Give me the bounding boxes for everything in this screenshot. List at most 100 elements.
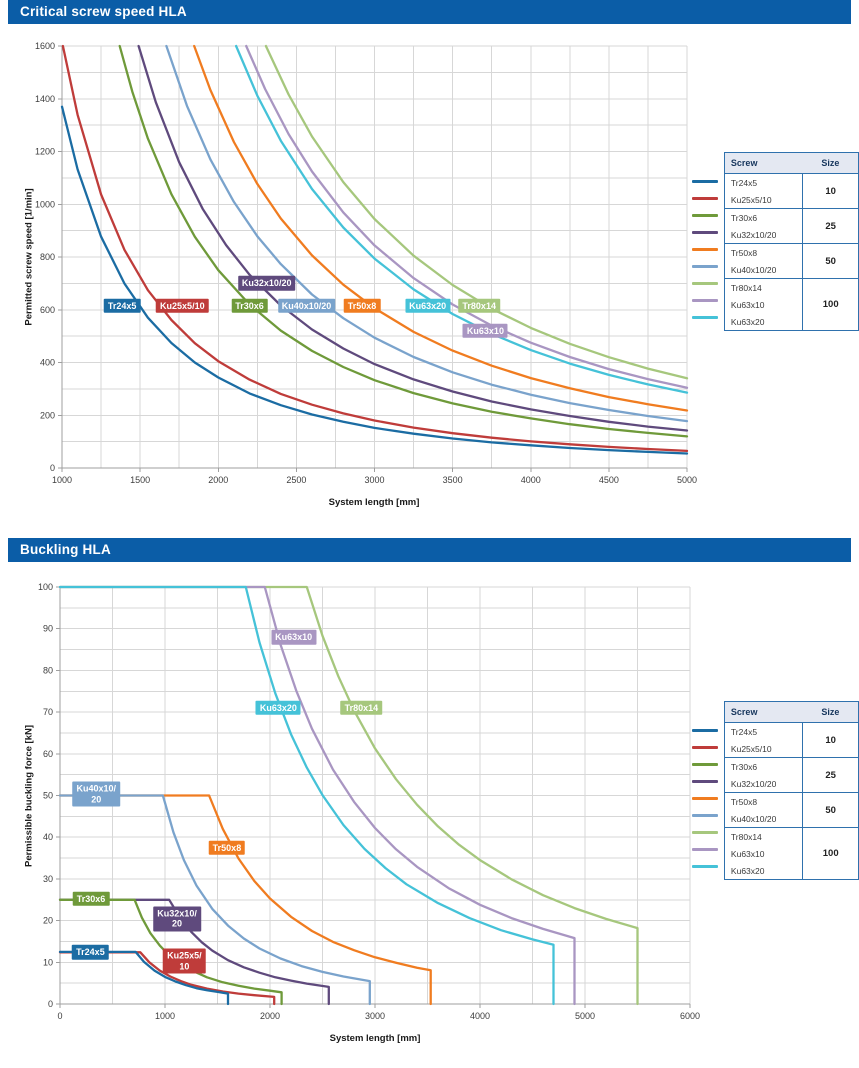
legend-row-Ku32x10/20: Ku32x10/20 (724, 226, 858, 244)
legend-swatch-row (692, 258, 724, 275)
series-line-Tr30x6 (118, 44, 689, 438)
series-line-Tr24x5 (60, 105, 689, 455)
critical-screw-speed-chart: 1000 1500 2000 2500 3000 3500 4000 4500 5000 0 200… (35, 41, 697, 485)
legend-swatch-Tr80x14 (692, 831, 718, 834)
legend-size-50: 50 (802, 792, 859, 828)
series-line-Ku63x20 (234, 44, 689, 394)
legend-row-Ku63x20: Ku63x20 (724, 313, 858, 331)
legend-swatch-row (692, 807, 724, 824)
section-title: Buckling HLA (20, 542, 111, 557)
legend-swatch-row (692, 773, 724, 790)
y-axis-title: Permissible buckling force [kN] (23, 724, 35, 868)
legend-header-size: Size (802, 701, 859, 723)
legend-critical-screw-speed: Screw Size Tr24x5 10 Ku25x5/10 Tr30x6 25 Ku32x1… (692, 152, 859, 331)
x-tick-label: 4000 (521, 475, 541, 485)
legend-swatch-row (692, 309, 724, 326)
legend-swatch-column (692, 701, 724, 880)
x-tick-label: 3000 (364, 475, 384, 485)
section-buckling: Buckling HLA 0 1000 2000 3000 4000 5000 6000 0 1… (0, 533, 859, 1068)
series-line-Ku40x10/20 (165, 44, 689, 423)
section-header-bar: Critical screw speed HLA (8, 0, 851, 24)
x-tick-label: 0 (57, 1011, 62, 1021)
legend-swatch-Tr24x5 (692, 180, 718, 183)
y-tick-label: 600 (40, 305, 55, 315)
x-tick-label: 1000 (155, 1011, 175, 1021)
y-tick-label: 100 (38, 582, 53, 592)
legend-label-Tr24x5: Tr24x5 (724, 173, 803, 191)
y-axis-title: Permitted screw speed [1/min] (23, 188, 35, 326)
legend-size-25: 25 (802, 208, 859, 244)
y-tick-label: 1400 (35, 94, 55, 104)
legend-swatch-Ku40x10/20 (692, 814, 718, 817)
series-line-Ku63x20 (58, 585, 555, 1006)
y-tick-label: 30 (43, 874, 53, 884)
y-tick-label: 60 (43, 749, 53, 759)
legend-row-Ku40x10/20: Ku40x10/20 (724, 810, 858, 828)
y-tick-label: 1200 (35, 147, 55, 157)
legend-header-size: Size (802, 152, 859, 174)
y-tick-label: 0 (48, 999, 53, 1009)
y-tick-label: 1600 (35, 41, 55, 51)
legend-row-Ku63x20: Ku63x20 (724, 862, 858, 880)
x-tick-label: 1500 (130, 475, 150, 485)
legend-label-Ku40x10/20: Ku40x10/20 (730, 264, 777, 275)
x-tick-label: 4500 (599, 475, 619, 485)
y-tick-label: 50 (43, 791, 53, 801)
legend-label-Ku40x10/20: Ku40x10/20 (730, 813, 777, 824)
legend-swatch-Tr30x6 (692, 214, 718, 217)
legend-swatch-Ku32x10/20 (692, 780, 718, 783)
legend-label-Tr50x8: Tr50x8 (724, 792, 803, 810)
y-tick-label: 0 (50, 463, 55, 473)
y-tick-label: 800 (40, 252, 55, 262)
legend-label-Ku25x5/10: Ku25x5/10 (730, 743, 772, 754)
legend-header-screw: Screw (724, 152, 803, 174)
section-header-bar: Buckling HLA (8, 538, 851, 562)
x-tick-label: 2500 (286, 475, 306, 485)
y-tick-label: 20 (43, 916, 53, 926)
legend-label-Ku25x5/10: Ku25x5/10 (730, 194, 772, 205)
legend-label-Ku32x10/20: Ku32x10/20 (730, 229, 777, 240)
legend-swatch-Ku63x10 (692, 848, 718, 851)
legend-size-10: 10 (802, 722, 859, 758)
y-tick-label: 80 (43, 665, 53, 675)
y-tick-label: 70 (43, 707, 53, 717)
series-line-Ku25x5/10 (61, 44, 689, 453)
legend-swatch-row (692, 241, 724, 258)
legend-row-Ku40x10/20: Ku40x10/20 (724, 261, 858, 279)
y-tick-label: 1000 (35, 199, 55, 209)
legend-size-25: 25 (802, 757, 859, 793)
legend-swatch-column (692, 152, 724, 331)
legend-row-Tr24x5: Tr24x5 10 (724, 173, 859, 209)
series-line-Ku25x5/10 (58, 951, 276, 1006)
legend-swatch-Tr50x8 (692, 248, 718, 251)
legend-size-50: 50 (802, 243, 859, 279)
series-line-Ku40x10/20 (58, 794, 371, 1006)
legend-row-Tr80x14: Tr80x14 100 (724, 827, 859, 880)
legend-swatch-Ku63x20 (692, 865, 718, 868)
legend-swatch-row (692, 739, 724, 756)
y-tick-label: 10 (43, 957, 53, 967)
y-tick-label: 400 (40, 358, 55, 368)
legend-swatch-row (692, 224, 724, 241)
series-line-Ku63x10 (58, 585, 576, 1006)
y-tick-label: 40 (43, 832, 53, 842)
legend-label-Ku63x10: Ku63x10 (730, 848, 765, 859)
legend-size-100: 100 (802, 278, 859, 331)
x-tick-label: 5000 (575, 1011, 595, 1021)
legend-swatch-Ku63x20 (692, 316, 718, 319)
x-tick-label: 2000 (208, 475, 228, 485)
legend-row-Ku25x5/10: Ku25x5/10 (724, 740, 858, 758)
legend-label-Tr80x14: Tr80x14 (724, 827, 803, 845)
legend-row-Tr30x6: Tr30x6 25 (724, 208, 859, 244)
legend-swatch-row (692, 841, 724, 858)
legend-swatch-Ku40x10/20 (692, 265, 718, 268)
legend-label-Ku63x10: Ku63x10 (730, 299, 765, 310)
legend-label-Ku63x20: Ku63x20 (730, 865, 765, 876)
legend-label-Ku63x20: Ku63x20 (730, 316, 765, 327)
legend-table: Screw Size Tr24x5 10 Ku25x5/10 Tr30x6 25 Ku32x1… (723, 152, 859, 331)
legend-swatch-Ku25x5/10 (692, 197, 718, 200)
x-tick-label: 2000 (260, 1011, 280, 1021)
x-axis-title: System length [mm] (328, 497, 420, 508)
series-line-Tr50x8 (193, 44, 689, 412)
section-title: Critical screw speed HLA (20, 4, 187, 19)
